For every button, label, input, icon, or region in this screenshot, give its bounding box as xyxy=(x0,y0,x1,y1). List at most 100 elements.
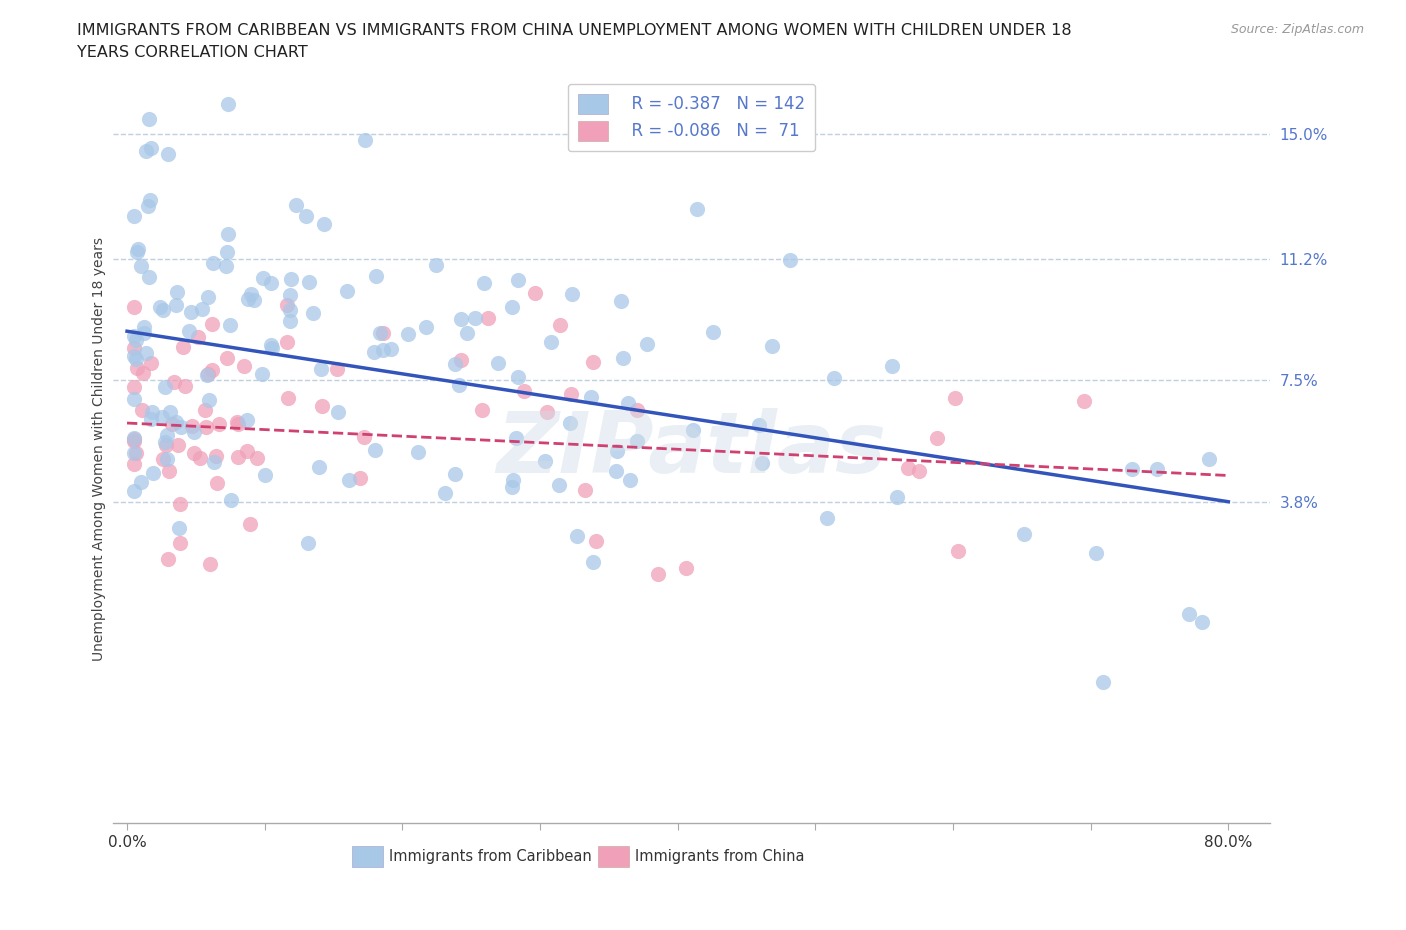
Point xyxy=(1178,606,1201,621)
Point xyxy=(197,289,219,304)
Point xyxy=(370,326,392,340)
Point xyxy=(141,412,163,427)
Point xyxy=(243,292,266,307)
Point xyxy=(278,302,301,317)
Point xyxy=(443,356,465,371)
Point xyxy=(558,416,581,431)
Point xyxy=(311,362,333,377)
Point xyxy=(195,367,218,382)
Point xyxy=(297,536,319,551)
Point xyxy=(122,209,145,224)
Point xyxy=(217,227,239,242)
Point xyxy=(124,445,146,460)
Point xyxy=(311,398,333,413)
Point xyxy=(506,369,529,384)
Point xyxy=(364,443,387,458)
Point xyxy=(191,301,214,316)
Point xyxy=(166,438,188,453)
Point xyxy=(897,460,920,475)
Point xyxy=(636,337,658,352)
Text: IMMIGRANTS FROM CARIBBEAN VS IMMIGRANTS FROM CHINA UNEMPLOYMENT AMONG WOMEN WITH: IMMIGRANTS FROM CARIBBEAN VS IMMIGRANTS … xyxy=(77,23,1071,38)
Point xyxy=(124,483,146,498)
Point xyxy=(1073,393,1095,408)
Point xyxy=(157,147,180,162)
Text: Immigrants from China: Immigrants from China xyxy=(636,849,804,864)
Point xyxy=(127,242,149,257)
Point xyxy=(122,392,145,406)
Point xyxy=(169,497,191,512)
Point xyxy=(456,326,478,340)
Point xyxy=(215,259,238,274)
Point xyxy=(353,133,375,148)
Point xyxy=(153,379,176,394)
Point xyxy=(647,566,669,581)
Point xyxy=(200,557,222,572)
Point xyxy=(122,299,145,314)
Point xyxy=(208,417,231,432)
Point xyxy=(823,371,845,386)
Point xyxy=(561,286,583,301)
Point xyxy=(166,285,188,299)
Point xyxy=(129,475,152,490)
Point xyxy=(617,395,640,410)
Point xyxy=(582,354,605,369)
Point xyxy=(353,430,375,445)
Point xyxy=(205,448,228,463)
Point xyxy=(278,287,301,302)
Point xyxy=(443,467,465,482)
Point xyxy=(183,425,205,440)
Point xyxy=(238,292,260,307)
Point xyxy=(308,459,330,474)
Point xyxy=(195,420,218,435)
Point xyxy=(240,286,263,301)
Point xyxy=(471,403,494,418)
Point xyxy=(506,272,529,287)
Point xyxy=(198,392,221,407)
Text: YEARS CORRELATION CHART: YEARS CORRELATION CHART xyxy=(77,45,308,60)
Point xyxy=(336,283,359,298)
Point xyxy=(748,418,770,432)
Point xyxy=(548,317,571,332)
Point xyxy=(371,342,394,357)
Text: Immigrants from Caribbean: Immigrants from Caribbean xyxy=(389,849,592,864)
Point xyxy=(183,445,205,460)
Point xyxy=(593,130,616,145)
Point xyxy=(132,326,155,340)
Point xyxy=(122,445,145,460)
Point xyxy=(236,444,259,458)
Point xyxy=(260,276,283,291)
Point xyxy=(260,340,283,355)
Point xyxy=(477,311,499,325)
Point xyxy=(127,360,149,375)
Point xyxy=(702,325,724,339)
Point xyxy=(217,245,239,259)
Legend:   R = -0.387   N = 142,   R = -0.086   N =  71: R = -0.387 N = 142, R = -0.086 N = 71 xyxy=(568,84,815,151)
Point xyxy=(122,340,145,355)
Point xyxy=(326,361,349,376)
Point xyxy=(127,245,149,259)
Point xyxy=(217,351,239,365)
Point xyxy=(298,275,321,290)
Point xyxy=(1198,451,1220,466)
Point xyxy=(135,346,157,361)
Point xyxy=(547,477,569,492)
Point xyxy=(153,434,176,449)
Point xyxy=(605,463,627,478)
Point xyxy=(163,374,186,389)
Point xyxy=(138,193,160,207)
Point xyxy=(533,454,555,469)
Point xyxy=(155,438,177,453)
Point xyxy=(363,345,385,360)
Point xyxy=(181,419,204,434)
Point xyxy=(131,259,153,273)
Point xyxy=(132,320,155,335)
Point xyxy=(505,431,527,445)
Point xyxy=(396,326,419,341)
Point xyxy=(167,521,190,536)
Point xyxy=(606,444,628,458)
Point xyxy=(380,342,402,357)
Point xyxy=(502,473,524,488)
Point xyxy=(312,217,335,232)
Point xyxy=(149,300,172,315)
Point xyxy=(326,405,349,419)
